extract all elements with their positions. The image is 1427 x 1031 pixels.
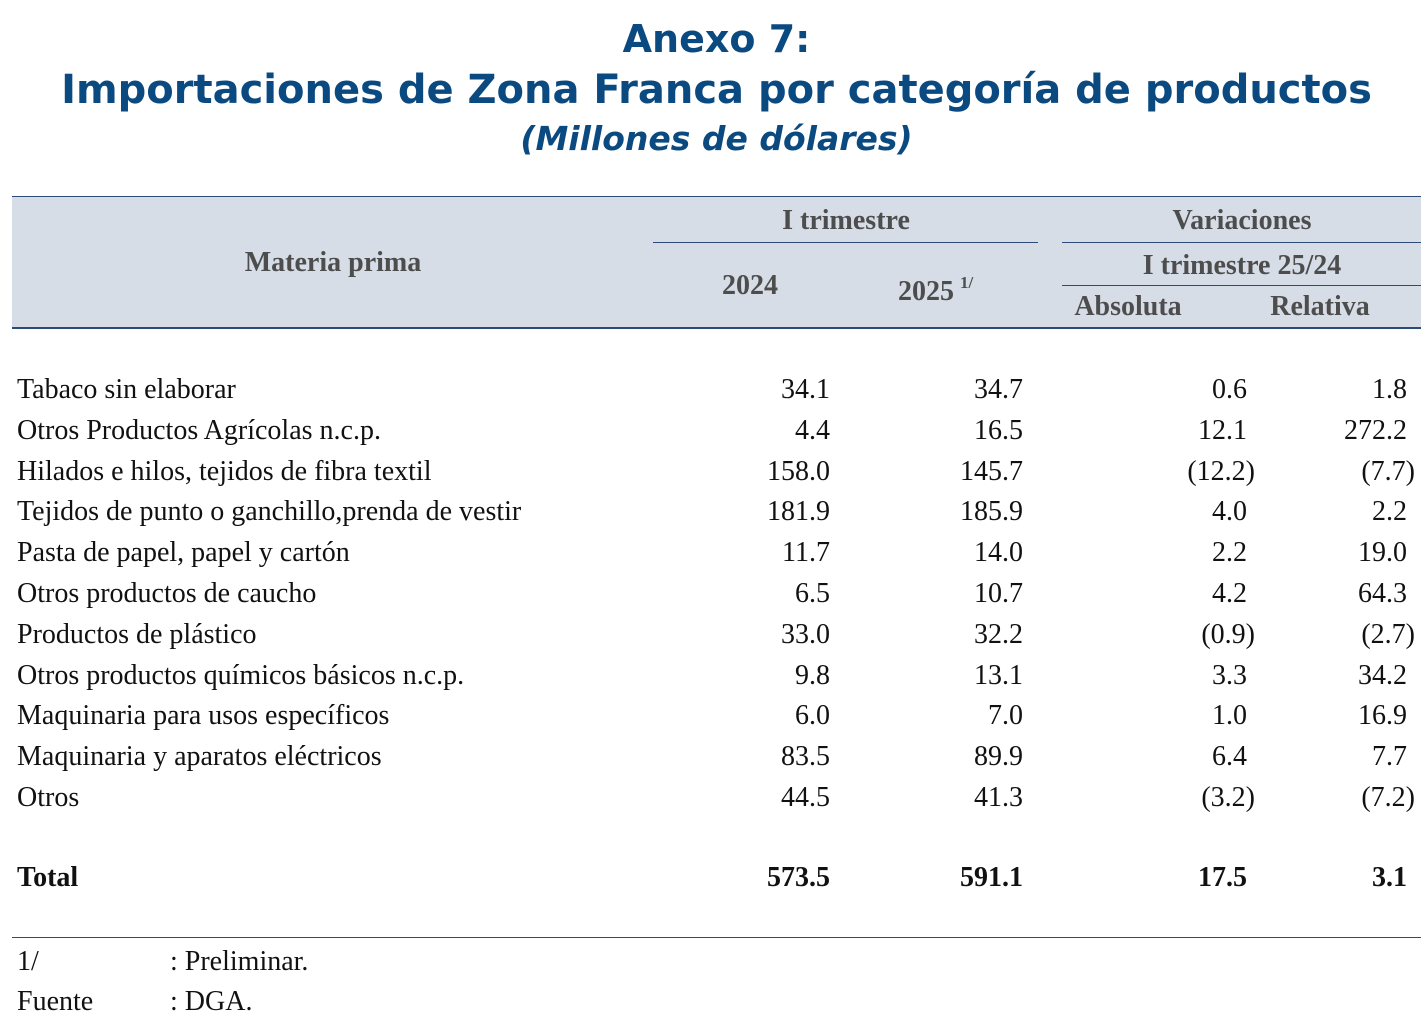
cell-value: 34.1 [781,374,830,405]
cell-value: 4.0 [1212,496,1247,528]
rule [653,242,1038,243]
column-header: Materia prima [244,247,422,278]
cell-value: 185.9 [960,496,1023,528]
cell-value: 34.2 [1358,659,1407,691]
cell-value: 0.6 [1212,374,1247,405]
column-header: 2025 1/ [898,274,973,306]
cell-value: 89.9 [974,741,1023,773]
cell-value: 272.2 [1344,414,1407,446]
row-label: Otros productos químicos básicos n.c.p. [17,659,465,691]
total-label: Total [17,862,79,893]
row-label: Pasta de papel, papel y cartón [17,537,350,569]
cell-value: 12.1 [1198,414,1247,446]
row-label: Otros [17,782,80,813]
row-label: Maquinaria y aparatos eléctricos [17,741,382,773]
rule [1062,242,1421,243]
cell-value: 4.2 [1212,578,1247,609]
total-value: 17.5 [1198,862,1247,893]
column-group: I trimestre [782,205,910,236]
cell-value: (12.2) [1187,455,1255,487]
cell-value: (0.9) [1201,618,1255,650]
row-label: Otros Productos Agrícolas n.c.p. [17,414,381,446]
note-text: : DGA. [170,986,253,1017]
cell-value: 4.4 [795,414,830,446]
cell-value: 3.3 [1212,659,1247,691]
cell-value: 41.3 [974,782,1023,813]
cell-value: 9.8 [795,659,830,691]
column-subgroup: I trimestre 25/24 [1142,250,1342,281]
column-header: Relativa [1270,291,1370,322]
header-band [12,196,1421,329]
cell-value: 16.5 [974,414,1023,446]
cell-value: 6.4 [1212,741,1247,773]
row-label: Tejidos de punto o ganchillo,prenda de v… [17,496,522,528]
cell-value: 10.7 [974,578,1023,609]
row-label: Maquinaria para usos específicos [17,700,390,732]
cell-value: (3.2) [1201,782,1255,813]
cell-value: 19.0 [1358,537,1407,569]
cell-value: 6.0 [795,700,830,732]
rule [1062,285,1421,286]
cell-value: 7.0 [988,700,1023,732]
cell-value: 32.2 [974,618,1023,650]
row-label: Otros productos de caucho [17,578,317,609]
cell-value: 34.7 [974,374,1023,405]
cell-value: 6.5 [795,578,830,609]
cell-value: 11.7 [782,537,830,569]
cell-value: 2.2 [1212,537,1247,569]
total-value: 3.1 [1372,862,1407,893]
row-label: Productos de plástico [17,618,257,650]
cell-value: 1.0 [1212,700,1247,732]
cell-value: 145.7 [960,455,1023,487]
column-header: 2024 [722,270,778,301]
cell-value: 2.2 [1372,496,1407,528]
row-label: Tabaco sin elaborar [17,374,236,405]
year: 2025 [898,276,954,307]
cell-value: 1.8 [1372,374,1407,405]
cell-value: (2.7) [1361,618,1415,650]
cell-value: 181.9 [767,496,830,528]
cell-value: (7.2) [1361,782,1415,813]
cell-value: 33.0 [781,618,830,650]
cell-value: 7.7 [1372,741,1407,773]
cell-value: 14.0 [974,537,1023,569]
title: Anexo 7: [622,17,811,61]
footnote-mark: 1/ [960,273,974,292]
unit: (Millones de dólares) [520,119,913,158]
total-value: 591.1 [960,862,1023,893]
cell-value: 158.0 [767,455,830,487]
cell-value: 16.9 [1358,700,1407,732]
footer-rule [12,937,1421,938]
total-value: 573.5 [767,862,830,893]
cell-value: 83.5 [781,741,830,773]
note-text: : Preliminar. [170,946,309,977]
column-header: Absoluta [1074,291,1182,322]
row-label: Hilados e hilos, tejidos de fibra textil [17,455,432,487]
cell-value: (7.7) [1361,455,1415,487]
note-key: Fuente [17,986,94,1017]
note-key: 1/ [17,946,39,977]
column-group: Variaciones [1172,205,1312,236]
subtitle: Importaciones de Zona Franca por categor… [61,67,1372,113]
cell-value: 13.1 [974,659,1023,691]
cell-value: 64.3 [1358,578,1407,609]
cell-value: 44.5 [781,782,830,813]
